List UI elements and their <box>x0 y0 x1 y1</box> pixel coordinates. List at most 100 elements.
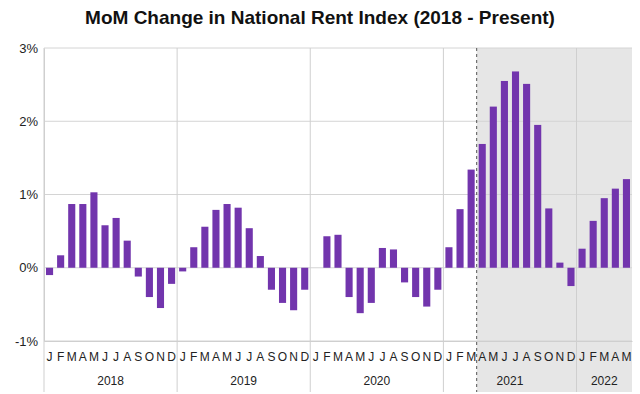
bar <box>434 268 441 290</box>
x-tick: A <box>212 341 220 364</box>
grid-line <box>44 341 632 342</box>
bar <box>190 247 197 268</box>
bar <box>545 208 552 267</box>
x-tick-label: O <box>544 350 553 364</box>
x-tick: A <box>123 341 131 364</box>
bars <box>46 71 630 313</box>
x-tick-label: J <box>513 350 519 364</box>
bar <box>279 268 286 303</box>
bar <box>390 249 397 267</box>
x-tick-label: F <box>456 350 463 364</box>
y-tick-label: 3% <box>19 41 38 56</box>
bar <box>334 235 341 268</box>
bar <box>79 204 86 268</box>
year-separator <box>310 48 311 392</box>
x-tick-label: A <box>256 350 264 364</box>
y-tick: -1% <box>15 334 44 349</box>
x-tick: M <box>621 341 631 364</box>
x-tick: O <box>278 341 287 364</box>
x-tick: J <box>113 341 119 364</box>
x-tick-label: O <box>411 350 420 364</box>
y-axis: -1%0%1%2%3% <box>15 41 45 349</box>
x-tick: J <box>579 341 585 364</box>
bar <box>512 71 519 267</box>
x-tick: A <box>256 341 264 364</box>
x-tick-label: J <box>102 350 108 364</box>
x-tick: O <box>411 341 420 364</box>
bar <box>590 221 597 268</box>
bar <box>412 268 419 297</box>
x-tick-label: F <box>323 350 330 364</box>
bar <box>157 268 164 308</box>
bar <box>268 268 275 290</box>
bar <box>490 107 497 268</box>
x-tick: A <box>389 341 397 364</box>
year-label: 2020 <box>363 374 390 388</box>
bar <box>301 268 308 290</box>
bar <box>368 268 375 303</box>
chart: -1%0%1%2%3%JFMAMJJASONDJFMAMJJASONDJFMAM… <box>0 0 640 394</box>
x-tick-label: N <box>556 350 565 364</box>
x-tick: D <box>567 341 576 364</box>
x-tick: M <box>355 341 365 364</box>
x-tick: J <box>235 341 241 364</box>
x-tick-label: F <box>589 350 596 364</box>
year-label: 2022 <box>591 374 618 388</box>
bar <box>224 204 231 268</box>
x-tick-label: A <box>212 350 220 364</box>
x-tick-label: D <box>434 350 443 364</box>
x-tick-label: J <box>47 350 53 364</box>
x-tick-label: A <box>389 350 397 364</box>
bar <box>623 179 630 268</box>
x-tick: J <box>501 341 507 364</box>
x-tick: M <box>67 341 77 364</box>
x-tick-label: N <box>156 350 165 364</box>
bar <box>90 192 97 267</box>
x-tick-label: M <box>333 350 343 364</box>
x-tick: J <box>368 341 374 364</box>
x-tick: D <box>300 341 309 364</box>
x-tick-label: M <box>222 350 232 364</box>
x-tick-label: M <box>488 350 498 364</box>
x-tick-label: M <box>621 350 631 364</box>
bar <box>201 227 208 268</box>
x-tick-label: A <box>523 350 531 364</box>
x-tick-label: D <box>300 350 309 364</box>
grid-line <box>44 48 632 49</box>
bar <box>357 268 364 313</box>
x-axis-line <box>45 341 633 342</box>
x-axis: JFMAMJJASONDJFMAMJJASONDJFMAMJJASONDJFMA… <box>45 341 633 364</box>
x-tick: F <box>323 341 330 364</box>
x-tick-label: J <box>368 350 374 364</box>
x-tick: M <box>200 341 210 364</box>
x-tick: M <box>599 341 609 364</box>
x-tick-label: A <box>345 350 353 364</box>
x-tick-label: J <box>313 350 319 364</box>
y-tick: 2% <box>19 114 44 129</box>
x-tick: J <box>379 341 385 364</box>
x-tick: D <box>434 341 443 364</box>
x-tick: F <box>589 341 596 364</box>
x-tick-label: S <box>401 350 409 364</box>
x-tick-label: M <box>599 350 609 364</box>
year-separators <box>44 48 577 392</box>
bar <box>579 249 586 268</box>
year-label: 2019 <box>230 374 257 388</box>
x-tick: J <box>513 341 519 364</box>
bar <box>601 198 608 268</box>
y-axis-line <box>44 49 45 342</box>
bar <box>179 268 186 272</box>
bar <box>423 268 430 307</box>
x-tick-label: J <box>579 350 585 364</box>
x-tick: J <box>246 341 252 364</box>
year-label: 2018 <box>97 374 124 388</box>
bar <box>246 228 253 268</box>
x-tick-label: M <box>466 350 476 364</box>
x-tick-label: J <box>235 350 241 364</box>
x-tick-label: M <box>67 350 77 364</box>
x-tick: S <box>267 341 275 364</box>
x-tick: S <box>534 341 542 364</box>
x-tick: J <box>446 341 452 364</box>
bar <box>257 256 264 268</box>
x-tick: S <box>401 341 409 364</box>
